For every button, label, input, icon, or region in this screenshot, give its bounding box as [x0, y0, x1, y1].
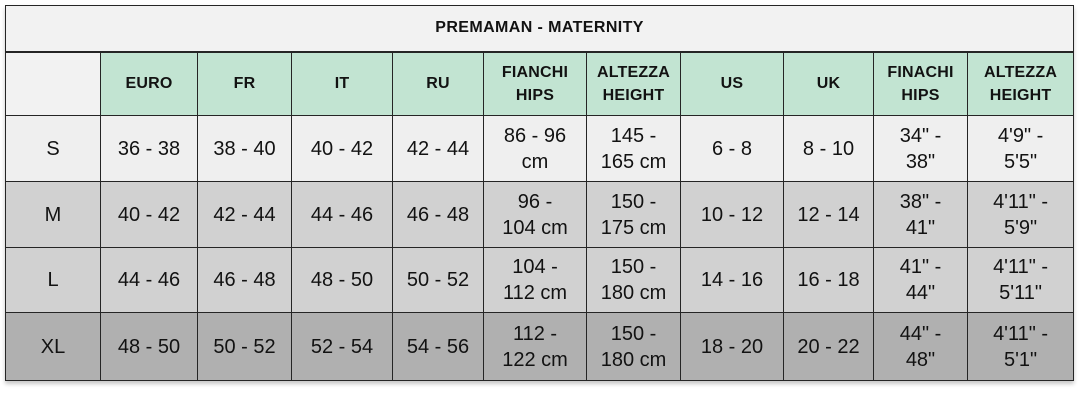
column-header-ru: RU — [392, 51, 484, 116]
column-header-altezza-height-metric: ALTEZZA HEIGHT — [586, 51, 681, 116]
table-cell: 50 - 52 — [197, 312, 292, 381]
title-row: PREMAMAN - MATERNITY — [4, 5, 1075, 53]
table-cell: 44 - 46 — [291, 181, 393, 248]
table-cell: 50 - 52 — [392, 247, 484, 313]
size-chart-table: PREMAMAN - MATERNITY EURO FR IT RU FIANC… — [4, 5, 1075, 381]
table-cell: 12 - 14 — [783, 181, 874, 248]
table-cell: 36 - 38 — [100, 115, 198, 182]
size-label: L — [5, 247, 101, 313]
column-header-it: IT — [291, 51, 393, 116]
table-cell: 16 - 18 — [783, 247, 874, 313]
table-cell: 112 - 122 cm — [483, 312, 587, 381]
table-cell: 14 - 16 — [680, 247, 784, 313]
table-cell: 96 - 104 cm — [483, 181, 587, 248]
column-header-fianchi-hips: FIANCHI HIPS — [483, 51, 587, 116]
table-cell: 44" - 48" — [873, 312, 968, 381]
table-cell: 40 - 42 — [100, 181, 198, 248]
table-cell: 38" - 41" — [873, 181, 968, 248]
size-label: M — [5, 181, 101, 248]
column-header-uk: UK — [783, 51, 874, 116]
table-cell: 8 - 10 — [783, 115, 874, 182]
table-cell: 6 - 8 — [680, 115, 784, 182]
table-cell: 38 - 40 — [197, 115, 292, 182]
table-cell: 10 - 12 — [680, 181, 784, 248]
table-cell: 20 - 22 — [783, 312, 874, 381]
table-cell: 34" - 38" — [873, 115, 968, 182]
table-cell: 41" - 44" — [873, 247, 968, 313]
table-title: PREMAMAN - MATERNITY — [4, 5, 1075, 53]
size-chart-container: PREMAMAN - MATERNITY EURO FR IT RU FIANC… — [4, 5, 1075, 381]
table-cell: 54 - 56 — [392, 312, 484, 381]
column-header-altezza-height-imperial: ALTEZZA HEIGHT — [966, 51, 1075, 116]
table-cell: 46 - 48 — [197, 247, 292, 313]
column-header-finachi-hips: FINACHI HIPS — [873, 51, 968, 116]
table-cell: 42 - 44 — [197, 181, 292, 248]
header-row: EURO FR IT RU FIANCHI HIPS ALTEZZA HEIGH… — [5, 51, 1075, 116]
table-cell: 150 - 180 cm — [586, 247, 681, 313]
table-cell: 40 - 42 — [291, 115, 393, 182]
table-cell: 86 - 96 cm — [483, 115, 587, 182]
table-cell: 42 - 44 — [392, 115, 484, 182]
table-cell: 104 - 112 cm — [483, 247, 587, 313]
table-cell: 18 - 20 — [680, 312, 784, 381]
table-cell: 46 - 48 — [392, 181, 484, 248]
table-cell: 150 - 175 cm — [586, 181, 681, 248]
table-cell: 150 - 180 cm — [586, 312, 681, 381]
table-cell: 48 - 50 — [291, 247, 393, 313]
column-header-euro: EURO — [100, 51, 198, 116]
size-row-s: S 36 - 38 38 - 40 40 - 42 42 - 44 86 - 9… — [5, 115, 1075, 182]
size-label: S — [5, 115, 101, 182]
corner-cell — [5, 51, 101, 116]
size-label: XL — [5, 312, 101, 381]
table-cell: 44 - 46 — [100, 247, 198, 313]
table-cell: 48 - 50 — [100, 312, 198, 381]
size-row-l: L 44 - 46 46 - 48 48 - 50 50 - 52 104 - … — [5, 247, 1075, 313]
table-cell: 4'11" - 5'11" — [966, 247, 1075, 313]
table-cell: 4'11" - 5'9" — [966, 181, 1075, 248]
table-cell: 4'11" - 5'1" — [966, 312, 1075, 381]
table-cell: 145 - 165 cm — [586, 115, 681, 182]
table-cell: 52 - 54 — [291, 312, 393, 381]
table-cell: 4'9" - 5'5" — [966, 115, 1075, 182]
column-header-us: US — [680, 51, 784, 116]
column-header-fr: FR — [197, 51, 292, 116]
size-row-xl: XL 48 - 50 50 - 52 52 - 54 54 - 56 112 -… — [5, 312, 1075, 381]
size-row-m: M 40 - 42 42 - 44 44 - 46 46 - 48 96 - 1… — [5, 181, 1075, 248]
